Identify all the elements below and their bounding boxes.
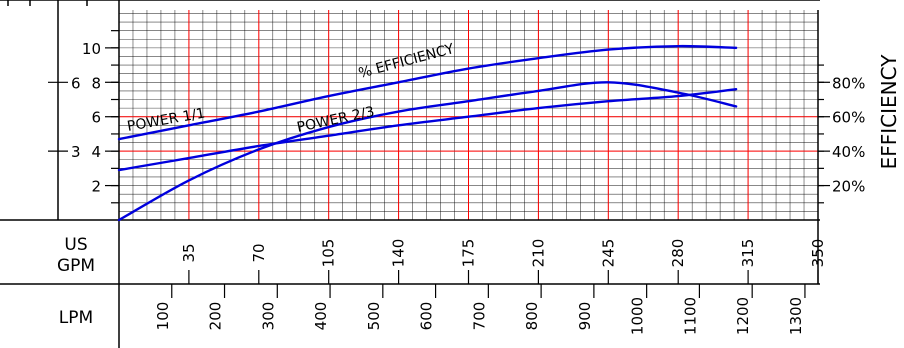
gpm-tick-label: 70 <box>250 243 268 262</box>
lpm-tick-label: 100 <box>154 302 172 331</box>
gpm-tick-label: 315 <box>739 239 757 268</box>
lpm-tick-label: 600 <box>418 302 436 331</box>
gpm-tick-label: 140 <box>390 239 408 268</box>
right-tick-label: 80% <box>832 74 865 92</box>
inner-tick-label: 3 <box>71 143 81 161</box>
lpm-tick-label: 700 <box>470 302 488 331</box>
lpm-tick-label: 300 <box>259 302 277 331</box>
gpm-tick-label: 105 <box>320 239 338 268</box>
left-tick-label: 2 <box>91 178 101 196</box>
annotation-efficiency: % EFFICIENCY <box>357 41 456 82</box>
left-tick-label: 4 <box>91 143 101 161</box>
gpm-tick-label: 210 <box>529 239 547 268</box>
right-axis-label: EFFICIENCY <box>877 54 901 170</box>
left-tick-label: 6 <box>91 109 101 127</box>
inner-tick-label: 6 <box>71 74 81 92</box>
curve-power_full <box>117 44 738 141</box>
lpm-tick-label: 200 <box>207 302 225 331</box>
gpm-tick-label: 350 <box>809 239 827 268</box>
curve-power_two_thirds <box>117 87 738 172</box>
right-tick-label: 40% <box>832 143 865 161</box>
left-tick-label: 10 <box>82 40 101 58</box>
gpm-tick-label: 245 <box>599 239 617 268</box>
gpm-tick-label: 35 <box>180 243 198 262</box>
lpm-tick-label: 900 <box>576 302 594 331</box>
x-unit-label-gpm: GPM <box>57 256 95 276</box>
left-tick-label: 8 <box>91 74 101 92</box>
lpm-tick-label: 1200 <box>734 297 752 335</box>
right-tick-label: 60% <box>832 109 865 127</box>
lpm-tick-label: 500 <box>365 302 383 331</box>
lpm-tick-label: 400 <box>312 302 330 331</box>
lpm-tick-label: 1000 <box>629 297 647 335</box>
x-unit-label-us: US <box>64 235 87 255</box>
lpm-tick-label: 800 <box>523 302 541 331</box>
curve-efficiency <box>117 81 738 222</box>
right-tick-label: 20% <box>832 178 865 196</box>
lpm-tick-label: 1100 <box>681 297 699 335</box>
gpm-tick-label: 175 <box>460 239 478 268</box>
axes <box>0 0 830 348</box>
x2-unit-label-lpm: LPM <box>59 308 93 328</box>
gpm-tick-label: 280 <box>669 239 687 268</box>
major-grid <box>119 10 818 220</box>
curves <box>117 44 738 222</box>
lpm-tick-label: 1300 <box>787 297 805 335</box>
